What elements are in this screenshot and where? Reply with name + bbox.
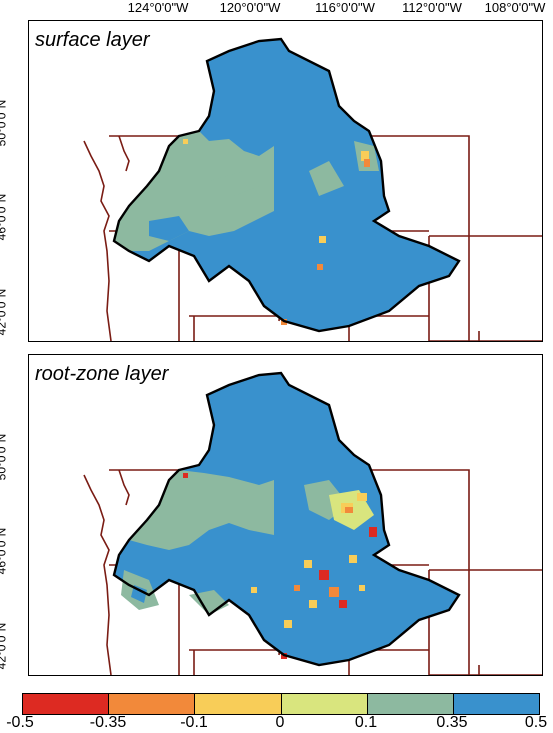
latitude-tick-label: 42°0'0"N	[0, 622, 9, 670]
value-cell	[349, 555, 357, 563]
value-cell	[345, 507, 353, 513]
longitude-tick-label: 108°0'0"W	[484, 0, 546, 15]
longitude-tick-label: 116°0'0"W	[315, 0, 375, 15]
value-cell	[369, 527, 377, 537]
basin-outline	[112, 371, 461, 667]
value-region	[309, 161, 344, 196]
value-cell	[304, 560, 312, 568]
legend-swatch	[195, 694, 282, 714]
value-cell	[317, 264, 323, 270]
latitude-tick-label: 42°0'0"N	[0, 288, 9, 336]
value-cell	[361, 151, 369, 161]
value-region	[209, 171, 259, 196]
map-canvas	[83, 37, 542, 341]
color-legend	[22, 693, 540, 715]
value-cell	[284, 620, 292, 628]
map-canvas	[83, 371, 542, 675]
legend-swatch	[367, 694, 454, 714]
basin-fill	[114, 373, 459, 665]
value-cell	[319, 236, 326, 243]
panel-title: surface layer	[35, 29, 150, 51]
latitude-tick-label: 46°0'0"N	[0, 527, 9, 575]
legend-swatch	[281, 694, 368, 714]
legend-break-label: 0.1	[354, 714, 378, 731]
value-cell	[183, 139, 188, 144]
longitude-tick-label: 120°0'0"W	[219, 0, 281, 15]
legend-break-label: -0.1	[180, 714, 208, 731]
value-cell	[359, 585, 365, 591]
basin-fill	[114, 39, 459, 331]
value-cell	[183, 473, 188, 478]
longitude-tick-label: 112°0'0"W	[402, 0, 462, 15]
latitude-tick-label: 50°0'0"N	[0, 433, 9, 481]
longitude-tick-label: 124°0'0"W	[127, 0, 189, 15]
legend-break-label: 0.5	[524, 714, 548, 731]
legend-break-label: 0	[275, 714, 285, 731]
map-panel-surface-layer: surface layer	[28, 20, 543, 342]
legend-break-label: -0.5	[6, 714, 34, 731]
legend-break-label: -0.35	[89, 714, 127, 731]
legend-swatch	[23, 694, 110, 714]
latitude-tick-label: 50°0'0"N	[0, 99, 9, 147]
value-cell	[251, 587, 257, 593]
value-cell	[309, 600, 317, 608]
value-cell	[364, 159, 370, 167]
latitude-tick-label: 46°0'0"N	[0, 193, 9, 241]
value-cell	[294, 585, 300, 591]
basin-outline	[112, 37, 461, 333]
value-cell	[339, 600, 347, 608]
value-region	[131, 585, 147, 603]
value-cell	[329, 587, 339, 597]
value-cell	[319, 570, 329, 580]
value-region	[149, 216, 189, 241]
legend-swatch	[453, 694, 540, 714]
map-panel-root-zone-layer: root-zone layer	[28, 354, 543, 676]
legend-break-label: 0.35	[436, 714, 468, 731]
panel-title: root-zone layer	[35, 363, 169, 385]
legend-swatch	[109, 694, 196, 714]
value-cell	[357, 493, 367, 501]
